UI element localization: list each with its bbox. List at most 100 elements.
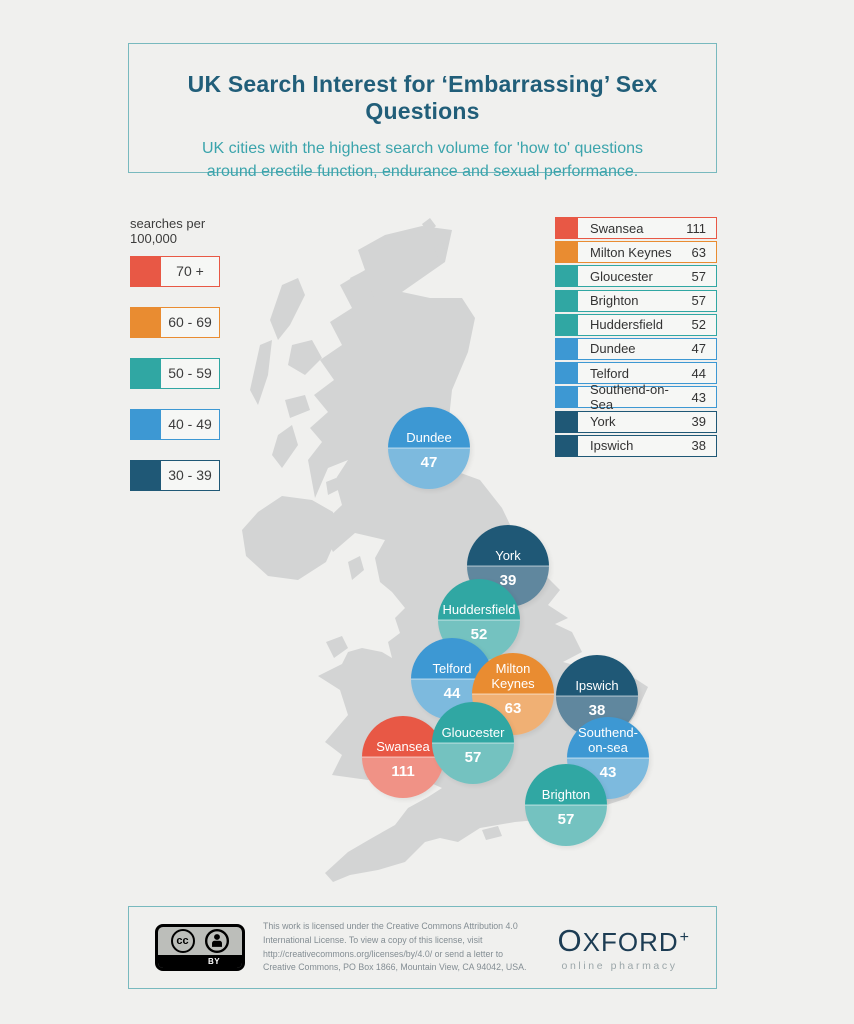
bubble-value: 38 (588, 701, 606, 719)
city-bubble-brighton: Brighton 57 (525, 764, 607, 846)
bubble-city-label: Swansea (376, 739, 430, 754)
bubble-city-label: York (495, 548, 521, 563)
rank-city: Swansea (590, 220, 644, 236)
city-ranking-list: Swansea 111 Milton Keynes 63 Gloucester 57 … (555, 217, 717, 459)
legend: searches per 100,000 70 + 60 - 69 50 - 5… (130, 216, 220, 511)
table-row: Brighton 57 (555, 289, 717, 312)
legend-caption-line-2: 100,000 (130, 231, 177, 247)
attribution-person-icon (204, 928, 229, 954)
brand-wordmark: OXFORD+ (558, 923, 690, 959)
legend-label: 70 + (160, 255, 220, 287)
rank-swatch (555, 362, 577, 385)
brand-plus-icon: + (679, 929, 690, 946)
legend-label: 50 - 59 (160, 357, 220, 389)
rank-city: Huddersfield (590, 317, 663, 333)
oxford-online-pharmacy-logo: OXFORD+ online pharmacy (558, 923, 690, 972)
rank-swatch (555, 217, 577, 239)
table-row: Telford 44 (555, 362, 717, 385)
rank-city: York (590, 414, 616, 429)
footer: cc BY This work is licensed under the Cr… (128, 906, 717, 989)
legend-item-70-plus: 70 + (130, 255, 220, 287)
bubble-value: 57 (464, 748, 482, 766)
bubble-city-label: Milton Keynes (491, 661, 535, 691)
rank-city: Brighton (590, 293, 639, 309)
bubble-value: 43 (599, 763, 617, 781)
rank-city: Telford (590, 365, 630, 381)
table-row: Ipswich 38 (555, 434, 717, 457)
rank-value: 38 (691, 438, 706, 454)
bubble-city-label: Brighton (541, 787, 591, 802)
city-bubble-gloucester: Gloucester 57 (432, 702, 514, 784)
rank-value: 52 (691, 317, 706, 333)
page-title: UK Search Interest for ‘Embarrassing’ Se… (187, 71, 658, 124)
city-bubble-swansea: Swansea 111 (362, 716, 444, 798)
legend-label: 30 - 39 (160, 459, 220, 491)
bubble-city-label: Telford (432, 661, 472, 676)
legend-caption: searches per 100,000 (130, 216, 220, 247)
rank-swatch (555, 434, 577, 457)
subtitle-line-2: around erectile function, endurance and … (206, 163, 639, 181)
city-bubble-milton-keynes: Milton Keynes 63 (472, 653, 554, 735)
cc-by-label: BY (158, 955, 242, 968)
rank-swatch (555, 386, 577, 409)
bubble-value: 57 (557, 810, 575, 828)
rank-value: 57 (691, 268, 706, 284)
table-row: Gloucester 57 (555, 265, 717, 288)
title-box: UK Search Interest for ‘Embarrassing’ Se… (128, 43, 717, 180)
table-row: Swansea 111 (555, 217, 717, 239)
license-text: This work is licensed under the Creative… (263, 921, 527, 973)
table-row: Dundee 47 (555, 337, 717, 360)
bubble-city-label: Dundee (406, 430, 452, 445)
bubble-value: 47 (420, 453, 438, 471)
rank-swatch (555, 313, 577, 336)
page-subtitle: UK cities with the highest search volume… (129, 137, 716, 183)
legend-label: 40 - 49 (160, 408, 220, 440)
legend-swatch-teal (130, 357, 160, 389)
rank-swatch (555, 289, 577, 312)
cc-by-badge: cc BY (155, 924, 245, 971)
legend-item-60-69: 60 - 69 (130, 306, 220, 338)
bubble-city-label: Ipswich (575, 678, 619, 693)
legend-swatch-red (130, 255, 160, 287)
cc-icon: cc (170, 929, 195, 953)
table-row: Southend-on-Sea 43 (555, 382, 717, 412)
rank-value: 57 (691, 293, 706, 309)
city-bubble-dundee: Dundee 47 (388, 407, 470, 489)
bubble-city-label: Southend- on-sea (578, 725, 638, 755)
legend-item-40-49: 40 - 49 (130, 408, 220, 440)
legend-swatch-navy (130, 459, 160, 491)
bubble-city-label: Gloucester (441, 725, 505, 740)
bubble-value: 39 (499, 571, 517, 589)
rank-swatch (555, 265, 577, 288)
brand-initial: O (557, 923, 583, 958)
bubble-value: 63 (504, 699, 522, 717)
rank-value: 111 (686, 220, 706, 236)
legend-caption-line-1: searches per (130, 216, 206, 231)
rank-city: Southend-on-Sea (590, 382, 669, 413)
subtitle-line-1: UK cities with the highest search volume… (202, 140, 643, 157)
rank-value: 47 (691, 341, 706, 357)
bubble-value: 44 (443, 684, 461, 702)
bubble-value: 52 (470, 625, 488, 643)
rank-swatch (555, 410, 577, 433)
legend-label: 60 - 69 (160, 306, 220, 338)
rank-value: 44 (691, 365, 706, 381)
brand-rest: XFORD (582, 927, 679, 957)
rank-city: Gloucester (590, 268, 653, 284)
table-row: York 39 (555, 410, 717, 433)
bubble-city-label: Huddersfield (442, 602, 516, 617)
rank-swatch (555, 337, 577, 360)
table-row: Huddersfield 52 (555, 313, 717, 336)
legend-swatch-orange (130, 306, 160, 338)
rank-city: Ipswich (590, 438, 634, 454)
legend-item-50-59: 50 - 59 (130, 357, 220, 389)
brand-tagline: online pharmacy (561, 960, 678, 972)
rank-city: Milton Keynes (590, 244, 672, 260)
legend-swatch-blue (130, 408, 160, 440)
rank-city: Dundee (590, 341, 636, 357)
bubble-value: 111 (391, 762, 415, 780)
table-row: Milton Keynes 63 (555, 241, 717, 264)
rank-swatch (555, 241, 577, 264)
rank-value: 43 (691, 389, 706, 405)
